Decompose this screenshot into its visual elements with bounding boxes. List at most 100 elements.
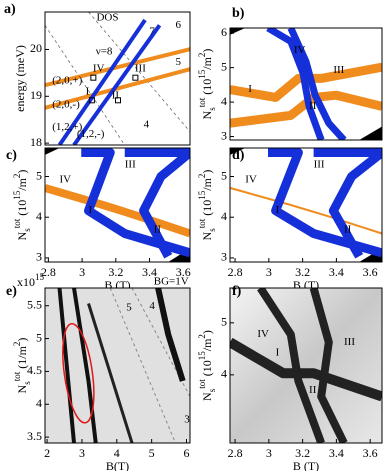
y-tick-label: 5 [221, 168, 227, 182]
plot-frame [44, 147, 191, 263]
y-tick-label: 4.5 [27, 363, 42, 377]
label-part: /m [15, 177, 29, 190]
label-part: 2 [12, 174, 22, 179]
label-part: /m [200, 177, 214, 190]
x-tick-label: 3.6 [363, 446, 378, 460]
panel-label: b) [232, 6, 245, 21]
label-part: N [200, 392, 214, 401]
band [109, 288, 176, 443]
band [87, 303, 134, 443]
annotation: II [154, 224, 162, 236]
x-tick-label: 3.4 [329, 265, 344, 279]
plot-area [45, 12, 190, 145]
plot-frame [229, 287, 383, 444]
x-tick-label: 3.4 [142, 265, 157, 279]
y-axis-title: Nstot (1/m2) [12, 338, 32, 394]
crossing-marker [90, 74, 97, 81]
y-tick-label: 4 [221, 94, 227, 108]
y-tick-label: 4 [36, 396, 42, 410]
annotation: I [248, 83, 252, 95]
y-tick-label: 3.5 [27, 429, 42, 443]
crossing-marker [132, 74, 139, 81]
panel-label: d) [232, 148, 245, 163]
annotation: IV [294, 44, 306, 56]
y-axis-title: Nstot (1015/m2) [197, 330, 217, 401]
band [45, 67, 190, 110]
label-part: N [15, 231, 29, 240]
plot-frame [229, 27, 383, 141]
plot-area [45, 148, 190, 262]
label-part: 15 [197, 190, 207, 200]
x-tick-label: 3.2 [295, 446, 310, 460]
annotation: IV [60, 173, 72, 185]
x-tick-label: 6 [184, 446, 190, 460]
band [45, 184, 190, 238]
annotation: IV [93, 63, 105, 75]
x-tick-label: 3.6 [176, 265, 191, 279]
plot-area [230, 288, 382, 443]
band [287, 28, 347, 140]
y-tick-label: 4 [36, 209, 42, 223]
label-part: 15 [197, 69, 207, 79]
annotation: 6 [176, 19, 182, 31]
crossing-marker [88, 97, 95, 104]
label-part: tot [12, 371, 22, 381]
band [57, 288, 76, 443]
y-tick-label: 5 [36, 168, 42, 182]
label-part: 2 [12, 342, 22, 347]
x-tick-label: 2 [44, 446, 50, 460]
band [309, 288, 348, 443]
label-part: 2 [197, 334, 207, 339]
x-tick-label: 3.2 [108, 265, 123, 279]
y-tick-label: 3 [36, 250, 42, 264]
x-tick-label: 3.4 [329, 446, 344, 460]
annotation: II [112, 89, 120, 101]
band [257, 288, 325, 443]
label-part: s [207, 388, 217, 392]
annotation: BG=1V [154, 276, 189, 288]
band [230, 62, 382, 102]
x-tick-label: 3 [79, 265, 85, 279]
band [268, 148, 382, 258]
plot-area [45, 288, 190, 443]
label-part: /m [200, 56, 214, 69]
x-tick-label: 5 [149, 446, 155, 460]
y-tick-label: 5 [221, 59, 227, 73]
x-tick-label: 3.2 [295, 265, 310, 279]
label-part: 2 [197, 53, 207, 58]
band [124, 148, 190, 259]
annotation: ν=8 [96, 45, 113, 57]
panel-label: f) [232, 284, 242, 299]
scale-note: x1015 [17, 272, 45, 289]
annotation: II [309, 384, 317, 396]
label-part: s [207, 107, 217, 111]
label-part: energy (meV) [13, 45, 27, 112]
plot-area [230, 148, 382, 262]
label-part: N [200, 231, 214, 240]
label-part: s [22, 228, 32, 232]
label-part: s [22, 381, 32, 385]
annotation: I [89, 204, 93, 216]
annotation: 7 [149, 25, 155, 37]
y-tick-label: 20 [30, 41, 42, 55]
annotation: (2,0,+) [52, 75, 82, 87]
annotation: 3 [184, 413, 190, 425]
band [57, 18, 147, 145]
label-part: tot [12, 218, 22, 228]
band [155, 288, 186, 382]
x-tick-label: 2.8 [228, 265, 243, 279]
label-part: (1/m [15, 345, 29, 371]
annotation: II [309, 100, 317, 112]
corner-shade [230, 28, 246, 35]
label-part: tot [197, 218, 207, 228]
annotation: III [135, 63, 146, 75]
x-axis-title: B (T) [293, 459, 319, 471]
annotation: 5 [176, 56, 182, 68]
annotation: IV [257, 328, 269, 340]
panel-label: e) [6, 284, 17, 299]
y-tick-label: 18 [30, 135, 42, 149]
label-part: x10 [17, 275, 35, 289]
crossing-marker [115, 97, 121, 104]
y-tick-label: 3 [221, 250, 227, 264]
